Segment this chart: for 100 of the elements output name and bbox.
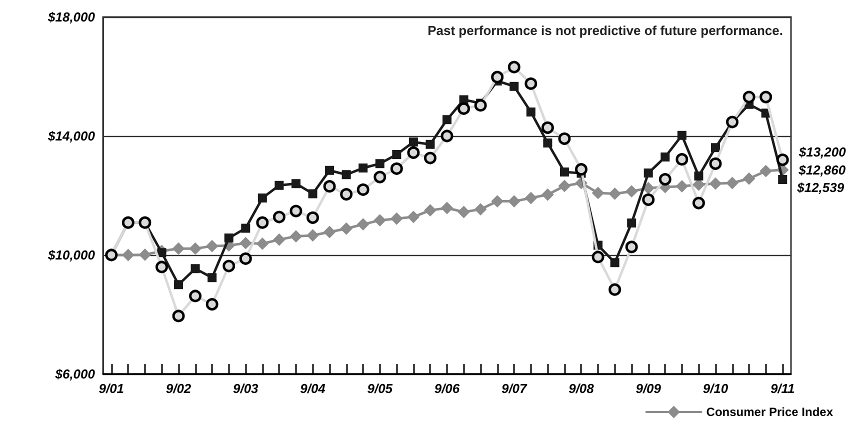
- point: [458, 206, 470, 218]
- point: [676, 180, 688, 192]
- point: [274, 180, 284, 190]
- point: [256, 238, 268, 250]
- point: [710, 143, 720, 152]
- point: [324, 226, 336, 238]
- point: [424, 152, 436, 164]
- point: [356, 183, 370, 196]
- point: [575, 163, 588, 176]
- annotation: Past performance is not predictive of future performance.: [428, 23, 784, 38]
- point: [122, 249, 134, 261]
- point: [743, 172, 756, 185]
- point: [290, 204, 302, 218]
- point: [760, 90, 772, 104]
- point: [440, 130, 454, 142]
- y-tick-label: $10,000: [47, 248, 96, 262]
- point: [658, 173, 672, 186]
- x-tick-label: 9/04: [300, 381, 326, 396]
- point: [491, 70, 504, 84]
- point: [709, 157, 722, 170]
- point: [474, 99, 487, 112]
- point: [660, 152, 670, 162]
- point: [677, 130, 686, 140]
- point: [375, 159, 384, 168]
- point: [374, 214, 386, 226]
- point: [524, 192, 537, 204]
- point: [172, 242, 185, 255]
- point: [526, 108, 536, 117]
- point: [208, 273, 217, 282]
- point: [426, 140, 435, 149]
- point: [642, 193, 655, 206]
- point: [290, 230, 302, 242]
- point: [644, 168, 653, 178]
- point: [323, 180, 336, 193]
- x-tick-label: 9/03: [232, 381, 260, 396]
- point: [558, 180, 570, 192]
- point: [694, 172, 704, 181]
- point: [342, 170, 351, 180]
- point: [224, 234, 234, 243]
- point: [474, 203, 487, 216]
- point: [610, 258, 620, 268]
- point: [390, 162, 403, 175]
- data-label: $12,860: [798, 162, 846, 178]
- point: [407, 210, 420, 223]
- x-tick-label: 9/11: [770, 381, 795, 396]
- point: [709, 178, 722, 190]
- point: [508, 195, 520, 208]
- point: [172, 310, 185, 322]
- point: [508, 60, 520, 74]
- point: [760, 165, 772, 178]
- data-label: $12,539: [796, 180, 845, 195]
- point: [542, 188, 554, 201]
- point: [608, 188, 621, 200]
- x-tick-label: 9/06: [434, 381, 460, 396]
- point: [726, 177, 738, 190]
- point: [560, 167, 569, 176]
- point: [258, 194, 267, 203]
- point: [441, 202, 453, 214]
- point: [291, 179, 300, 188]
- point: [626, 185, 638, 198]
- point: [390, 212, 403, 225]
- point: [174, 280, 184, 290]
- point: [155, 260, 168, 274]
- y-tick-label: $14,000: [47, 128, 96, 144]
- point: [240, 237, 252, 250]
- point: [558, 132, 571, 145]
- x-tick-label: 9/02: [166, 381, 192, 396]
- point: [222, 260, 236, 272]
- point: [407, 146, 420, 159]
- point: [541, 121, 554, 134]
- point: [592, 186, 604, 199]
- x-tick-label: 9/10: [702, 381, 729, 396]
- x-tick-label: 9/08: [568, 381, 595, 396]
- x-tick-label: 9/09: [636, 381, 662, 396]
- point: [491, 195, 504, 208]
- point: [627, 218, 636, 228]
- point: [408, 137, 418, 146]
- point: [442, 115, 452, 124]
- point: [742, 90, 756, 104]
- point: [524, 77, 538, 90]
- point: [543, 138, 552, 148]
- point: [358, 163, 368, 172]
- point: [308, 189, 318, 198]
- point: [340, 188, 353, 201]
- point: [256, 216, 269, 229]
- point: [340, 222, 352, 235]
- data-label: $13,200: [798, 144, 847, 160]
- point: [138, 248, 151, 261]
- point: [778, 174, 788, 184]
- point: [306, 229, 319, 242]
- point: [190, 264, 200, 274]
- point: [189, 290, 202, 302]
- point: [241, 224, 250, 233]
- point: [592, 250, 604, 264]
- point: [392, 150, 402, 159]
- x-tick-label: 9/07: [501, 381, 528, 396]
- point: [458, 102, 470, 115]
- point: [424, 204, 436, 216]
- x-tick-label: 9/05: [367, 381, 394, 396]
- y-tick-label: $18,000: [47, 10, 96, 24]
